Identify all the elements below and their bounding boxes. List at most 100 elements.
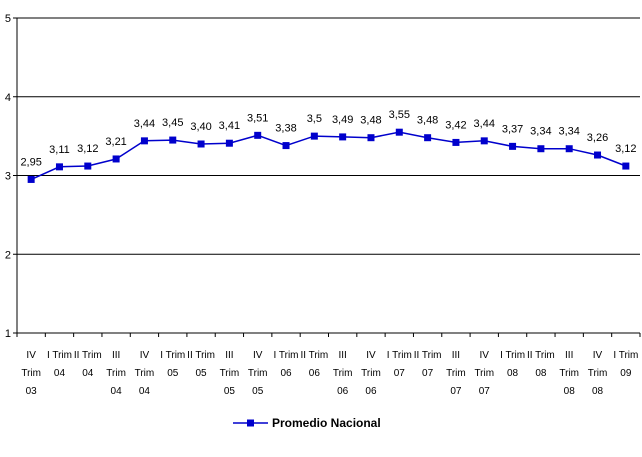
data-point-marker xyxy=(140,137,148,145)
x-tick-label: Trim xyxy=(446,368,466,379)
x-tick-label: II Trim xyxy=(74,350,102,361)
data-point-marker xyxy=(112,155,120,163)
data-label: 3,48 xyxy=(417,115,438,127)
x-tick-label: Trim xyxy=(248,368,268,379)
x-tick-labels: IV Trim 03 I Trim 04 II Trim 04 III Trim 04 IV Trim… xyxy=(21,350,638,397)
data-point-marker xyxy=(282,142,290,150)
data-label: 3,42 xyxy=(445,119,466,131)
x-tick-label: II Trim xyxy=(414,350,442,361)
data-point-marker xyxy=(395,128,403,136)
x-tick-label: I Trim xyxy=(613,350,638,361)
data-point-marker xyxy=(27,175,35,183)
x-tick-label: 06 xyxy=(309,368,321,379)
x-tick-label: 05 xyxy=(196,368,208,379)
legend: Promedio Nacional xyxy=(233,416,381,430)
y-tick-label: 2 xyxy=(5,249,11,261)
x-tick-label: Trim xyxy=(220,368,240,379)
x-tick-label: 07 xyxy=(394,368,406,379)
data-label: 3,55 xyxy=(389,109,410,121)
x-tick-label: IV xyxy=(593,350,603,361)
x-tick-label: III xyxy=(452,350,460,361)
x-tick-label: 04 xyxy=(111,386,123,397)
x-tick-label: II Trim xyxy=(187,350,215,361)
x-tick-label: 08 xyxy=(535,368,547,379)
data-point-marker xyxy=(537,145,545,153)
axes xyxy=(13,17,641,337)
data-point-marker xyxy=(509,142,517,150)
x-tick-label: 08 xyxy=(507,368,519,379)
x-tick-label: Trim xyxy=(361,368,381,379)
data-label: 3,51 xyxy=(247,112,268,124)
x-tick-label: 05 xyxy=(224,386,236,397)
data-label: 3,34 xyxy=(530,126,551,138)
x-tick-label: 04 xyxy=(82,368,94,379)
data-point-marker xyxy=(55,163,63,171)
data-labels: 2,95 3,11 3,12 3,21 3,44 3,45 3,40 3,41 3,51 3,38… xyxy=(20,109,636,168)
x-tick-label: 08 xyxy=(592,386,604,397)
data-point-marker xyxy=(84,162,92,170)
x-tick-label: I Trim xyxy=(160,350,185,361)
x-tick-label: 07 xyxy=(479,386,491,397)
x-tick-label: III xyxy=(565,350,573,361)
legend-marker-swatch xyxy=(247,419,254,427)
series-line xyxy=(30,131,627,181)
data-label: 3,49 xyxy=(332,114,353,126)
x-tick-label: 09 xyxy=(620,368,632,379)
x-tick-label: IV xyxy=(366,350,376,361)
x-tick-label: IV xyxy=(480,350,490,361)
x-tick-label: 05 xyxy=(167,368,179,379)
data-point-marker xyxy=(367,134,375,142)
data-point-marker xyxy=(594,151,602,159)
data-label: 3,40 xyxy=(190,121,211,133)
series-promedio-nacional xyxy=(27,128,630,183)
x-tick-label: Trim xyxy=(559,368,579,379)
data-label: 3,41 xyxy=(219,120,240,132)
data-label: 3,44 xyxy=(134,118,155,130)
data-label: 3,34 xyxy=(558,126,579,138)
x-tick-label: 06 xyxy=(337,386,349,397)
data-point-marker xyxy=(225,139,233,147)
data-point-marker xyxy=(480,137,488,145)
data-label: 3,26 xyxy=(587,132,608,144)
x-tick-label: 07 xyxy=(422,368,434,379)
x-tick-label: IV xyxy=(26,350,36,361)
data-point-marker xyxy=(339,133,347,141)
gridlines xyxy=(17,17,640,334)
data-label: 3,21 xyxy=(105,136,126,148)
data-label: 3,12 xyxy=(77,143,98,155)
x-tick-label: 06 xyxy=(280,368,292,379)
data-point-marker xyxy=(424,134,432,142)
x-tick-label: Trim xyxy=(474,368,494,379)
x-tick-label: III xyxy=(112,350,120,361)
x-tick-label: Trim xyxy=(106,368,126,379)
data-label: 2,95 xyxy=(20,156,41,168)
x-tick-label: Trim xyxy=(588,368,608,379)
x-tick-label: I Trim xyxy=(47,350,72,361)
data-point-marker xyxy=(197,140,205,148)
data-point-marker xyxy=(565,145,573,153)
data-point-marker xyxy=(452,138,460,146)
x-tick-label: IV xyxy=(140,350,150,361)
x-tick-label: Trim xyxy=(21,368,41,379)
data-point-marker xyxy=(310,132,318,140)
data-point-marker xyxy=(622,162,630,170)
x-tick-label: 06 xyxy=(365,386,377,397)
x-tick-label: 08 xyxy=(564,386,576,397)
x-tick-label: II Trim xyxy=(300,350,328,361)
y-tick-label: 1 xyxy=(5,328,11,340)
y-tick-label: 3 xyxy=(5,171,11,183)
x-tick-label: II Trim xyxy=(527,350,555,361)
x-tick-label: Trim xyxy=(135,368,155,379)
x-tick-label: I Trim xyxy=(274,350,299,361)
data-point-marker xyxy=(254,131,262,139)
x-tick-label: 04 xyxy=(54,368,66,379)
x-tick-label: 03 xyxy=(26,386,38,397)
data-label: 3,48 xyxy=(360,115,381,127)
y-tick-label: 4 xyxy=(5,92,11,104)
x-tick-label: I Trim xyxy=(387,350,412,361)
data-label: 3,44 xyxy=(474,118,495,130)
x-tick-label: IV xyxy=(253,350,263,361)
x-tick-label: III xyxy=(338,350,346,361)
data-label: 3,45 xyxy=(162,117,183,129)
